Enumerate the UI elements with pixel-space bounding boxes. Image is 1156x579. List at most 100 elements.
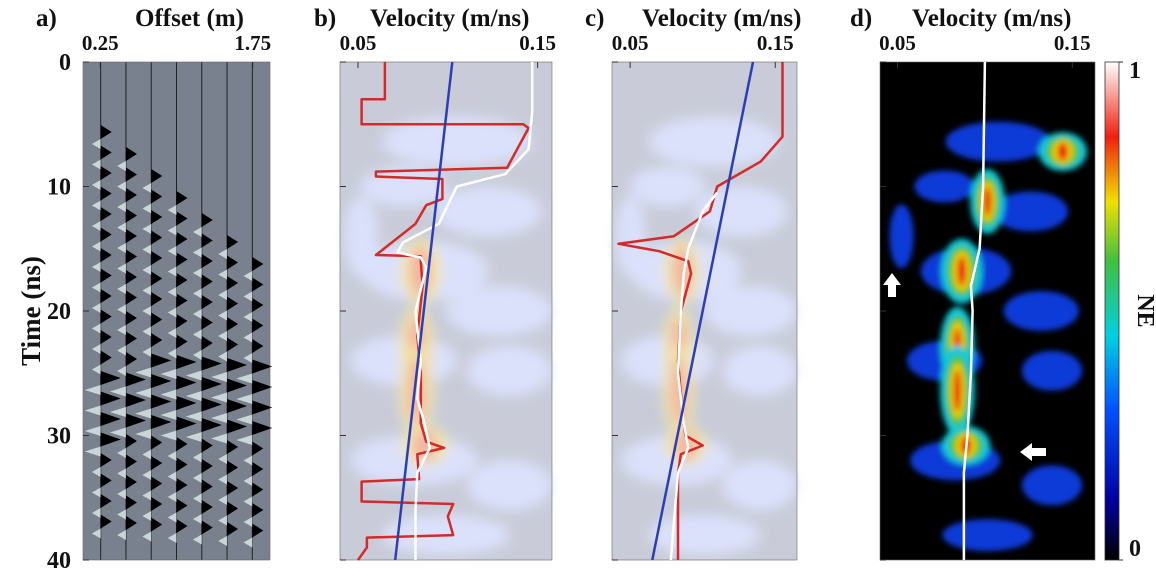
series-line xyxy=(651,61,755,561)
wavelet xyxy=(117,263,126,274)
semblance-halo xyxy=(467,345,552,396)
wavelet xyxy=(84,385,101,395)
colorbar-tick-label: 1 xyxy=(1129,58,1141,84)
wavelet xyxy=(243,312,253,322)
wavelet xyxy=(91,221,101,231)
wavelet xyxy=(176,375,197,390)
x-tick-label: 0.15 xyxy=(1054,31,1091,55)
wavelet xyxy=(227,522,239,536)
wavelet xyxy=(252,503,264,517)
wavelet xyxy=(201,254,213,268)
wavelet xyxy=(252,462,264,476)
semblance-halo xyxy=(615,196,646,277)
wavelet xyxy=(84,405,101,416)
wavelet xyxy=(125,290,137,305)
wavelet xyxy=(192,288,202,299)
series-line xyxy=(617,62,784,560)
wavelet xyxy=(218,536,228,546)
heatmap-field xyxy=(889,121,1087,552)
wavelet xyxy=(117,202,126,212)
wavelet xyxy=(227,296,239,311)
wavelet xyxy=(201,520,213,535)
wavelet xyxy=(211,392,228,403)
heatmap-core xyxy=(1057,142,1069,161)
wavelet xyxy=(100,248,112,262)
wavelet xyxy=(192,329,202,340)
wavelet xyxy=(252,441,264,456)
wavelet xyxy=(125,188,137,202)
wavelet xyxy=(151,230,163,245)
wavelet xyxy=(125,495,137,510)
wavelet xyxy=(117,530,126,540)
wavelet xyxy=(135,367,152,378)
wavelet xyxy=(125,311,137,325)
wavelet xyxy=(252,318,264,333)
panel-title: Offset (m) xyxy=(135,5,244,32)
wavelet xyxy=(125,413,146,428)
wavelet xyxy=(135,388,152,398)
wavelet xyxy=(100,350,112,365)
wavelet xyxy=(125,454,137,469)
wavelet xyxy=(185,411,202,422)
wavelet xyxy=(117,222,126,233)
wavelet xyxy=(100,289,112,303)
semblance-halo xyxy=(361,166,446,207)
wavelet xyxy=(160,410,177,420)
wavelet xyxy=(142,490,152,501)
wavelet xyxy=(142,203,152,214)
wavelet xyxy=(211,413,228,423)
wavelet xyxy=(176,191,188,205)
semblance-halo xyxy=(704,286,797,336)
wavelet xyxy=(142,470,152,480)
wavelet xyxy=(100,412,121,426)
wavelet xyxy=(201,315,213,330)
panel-label: d) xyxy=(850,5,872,32)
x-tick-label: 0.15 xyxy=(757,31,794,55)
wavelet xyxy=(176,355,197,369)
wavelet xyxy=(227,378,248,393)
wavelet xyxy=(142,285,152,296)
wavelet xyxy=(243,291,253,302)
wavelet xyxy=(117,325,126,335)
wavelet xyxy=(227,440,239,454)
arrow xyxy=(883,273,901,297)
wavelet xyxy=(151,189,163,204)
wavelet xyxy=(176,314,188,328)
wavelet xyxy=(151,435,163,450)
wavelet xyxy=(91,241,101,252)
wavelet xyxy=(201,274,213,289)
wavelet xyxy=(117,304,126,315)
x-tick-label: 0.05 xyxy=(612,31,649,55)
x-tick-label: 1.75 xyxy=(234,31,271,55)
wavelet xyxy=(201,500,213,514)
wavelet xyxy=(252,359,273,374)
wavelet xyxy=(167,348,177,359)
wavelet xyxy=(167,512,177,523)
wavelet xyxy=(151,456,163,470)
wavelet xyxy=(151,374,172,388)
wavelet xyxy=(91,262,101,272)
series-line xyxy=(356,62,530,561)
wavelet xyxy=(91,200,101,211)
wavelet xyxy=(176,232,188,246)
wavelet xyxy=(142,265,152,275)
wavelet xyxy=(125,249,137,264)
x-tick-label: 0.05 xyxy=(340,31,377,55)
wavelet xyxy=(125,434,137,448)
wavelet xyxy=(167,266,177,277)
wavelet xyxy=(243,517,253,527)
wavelet xyxy=(201,336,213,350)
wavelet xyxy=(100,494,112,508)
wavelet xyxy=(201,459,213,473)
wavelet xyxy=(167,471,177,482)
series-line xyxy=(393,61,454,561)
semblance-halo xyxy=(344,196,379,277)
wavelet xyxy=(227,235,239,249)
wavelet xyxy=(142,326,152,337)
wavelet xyxy=(117,181,126,192)
wavelet xyxy=(100,432,121,447)
panel-title: Velocity (m/ns) xyxy=(912,5,1071,32)
wavelet xyxy=(211,372,228,382)
heatmap-blob xyxy=(992,191,1069,232)
wavelet xyxy=(201,295,213,309)
